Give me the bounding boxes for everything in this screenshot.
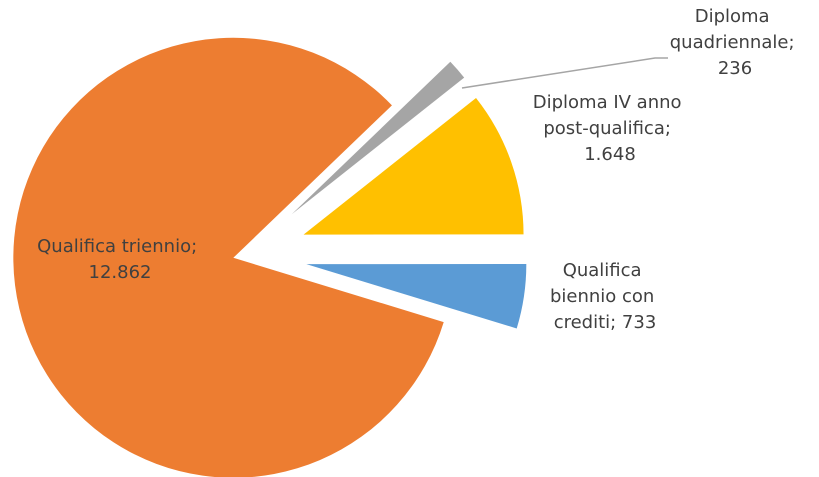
pie-slice <box>291 61 465 215</box>
pie-slice <box>303 98 524 235</box>
pie-slice <box>306 263 527 329</box>
label-line: Diploma IV anno <box>533 92 688 113</box>
label-line: Qualifica triennio; <box>37 236 203 257</box>
label-line: post-qualifica; <box>543 118 676 139</box>
label-line: 236 <box>718 58 752 79</box>
leader-line <box>461 57 668 89</box>
data-label: Diploma IV anno post-qualifica; 1.648 <box>533 92 688 165</box>
label-line: biennio con <box>550 286 660 307</box>
label-line: quadriennale; <box>670 32 800 53</box>
label-line: 12.862 <box>89 262 152 283</box>
data-label: Diploma quadriennale; 236 <box>670 6 800 79</box>
data-label: Qualifica biennio con crediti; 733 <box>550 260 660 333</box>
label-line: Qualifica <box>563 260 648 281</box>
label-line: Diploma <box>695 6 776 27</box>
label-line: crediti; 733 <box>554 312 657 333</box>
pie-slice <box>13 37 444 477</box>
data-label: Qualifica triennio; 12.862 <box>37 236 203 283</box>
label-line: 1.648 <box>584 144 636 165</box>
